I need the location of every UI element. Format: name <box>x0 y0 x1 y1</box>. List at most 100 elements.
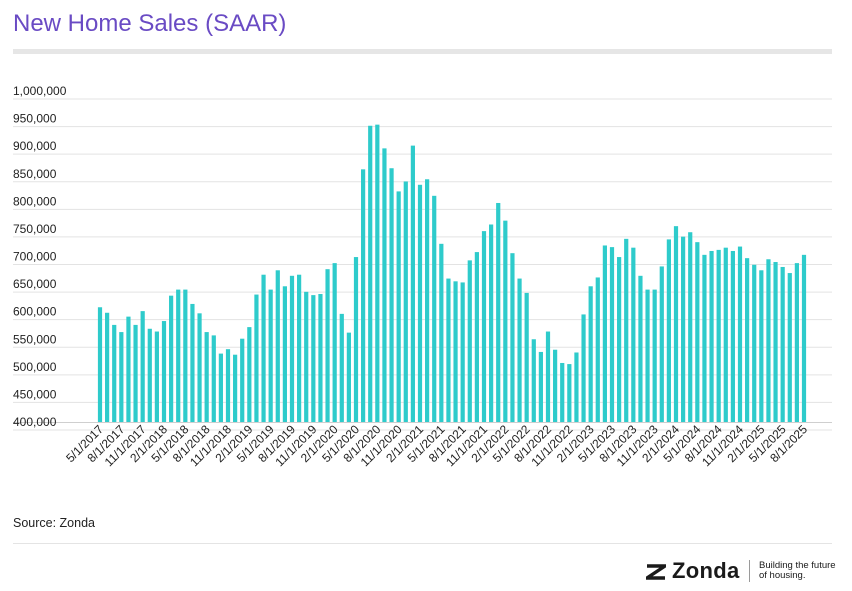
bar <box>766 259 771 422</box>
bar <box>709 250 714 422</box>
y-tick-label: 800,000 <box>13 194 57 208</box>
bar <box>368 125 373 422</box>
zonda-logo-icon <box>646 564 666 580</box>
bar <box>567 364 572 422</box>
bar <box>289 275 295 422</box>
bar <box>417 184 423 422</box>
bar <box>624 238 629 422</box>
chart-title: New Home Sales (SAAR) <box>13 10 287 37</box>
bar <box>581 314 586 422</box>
bar <box>645 289 650 422</box>
bar <box>801 254 807 422</box>
bar <box>453 281 458 422</box>
bar <box>119 332 124 422</box>
y-tick-label: 600,000 <box>13 305 57 319</box>
bar <box>325 269 330 422</box>
bar <box>147 328 152 422</box>
bar <box>332 263 337 422</box>
bar <box>446 278 451 422</box>
bar <box>489 224 494 422</box>
bar <box>752 264 757 422</box>
bar <box>467 260 472 422</box>
bar <box>339 313 344 422</box>
bar <box>716 249 721 422</box>
bar <box>375 124 380 422</box>
logo-divider <box>749 560 750 582</box>
y-tick-label: 950,000 <box>13 112 57 126</box>
bar <box>218 353 223 422</box>
title-divider <box>13 49 832 54</box>
x-axis-labels: 5/1/20178/1/201711/1/20172/1/20185/1/201… <box>63 422 810 469</box>
bar <box>169 295 174 422</box>
y-tick-label: 750,000 <box>13 222 57 236</box>
bar <box>197 313 202 422</box>
y-tick-label: 450,000 <box>13 387 57 401</box>
bar <box>474 252 479 422</box>
bar <box>681 236 686 422</box>
bar <box>695 242 700 422</box>
bar <box>737 246 743 422</box>
brand-name: Zonda <box>672 558 740 583</box>
y-tick-label: 650,000 <box>13 277 57 291</box>
bar <box>140 311 145 422</box>
bar <box>176 289 181 422</box>
bar <box>297 274 302 422</box>
bar <box>240 338 245 422</box>
bar <box>631 247 636 422</box>
bar <box>794 263 799 422</box>
bar <box>652 289 657 422</box>
bar <box>112 324 117 422</box>
bar <box>318 294 323 422</box>
bar <box>481 231 487 422</box>
y-tick-label: 400,000 <box>13 415 57 429</box>
bar <box>553 349 558 422</box>
y-tick-label: 1,000,000 <box>13 84 67 98</box>
bar <box>560 362 565 422</box>
bar <box>503 220 508 422</box>
bar <box>97 307 103 422</box>
brand-tagline: Building the future of housing. <box>759 561 836 581</box>
bar <box>254 294 259 422</box>
bar <box>524 292 529 422</box>
bar <box>183 289 188 422</box>
source-note: Source: Zonda <box>13 516 95 530</box>
y-tick-label: 550,000 <box>13 332 57 346</box>
bar <box>617 257 622 422</box>
bar <box>154 331 159 422</box>
bars <box>97 124 807 423</box>
y-tick-label: 700,000 <box>13 250 57 264</box>
bar <box>510 253 515 422</box>
bar <box>268 289 273 422</box>
bar <box>304 291 309 422</box>
bar <box>673 226 679 422</box>
bar <box>261 274 266 422</box>
bar <box>432 195 437 422</box>
bar <box>161 321 167 422</box>
bar <box>133 324 138 422</box>
bar <box>410 145 415 423</box>
bar <box>723 247 728 422</box>
bar <box>247 327 252 422</box>
bar <box>126 316 131 422</box>
y-axis-labels: 1,000,000 950,000 900,000 850,000 800,000 750… <box>13 84 67 429</box>
bar <box>531 339 536 422</box>
bar <box>361 169 366 422</box>
zonda-logo: Zonda <box>646 558 740 584</box>
bar <box>574 352 579 422</box>
bar <box>425 179 430 422</box>
bar <box>353 257 359 422</box>
footer-divider <box>13 543 832 544</box>
bar <box>780 266 785 422</box>
bar <box>545 331 551 422</box>
bar <box>396 191 401 422</box>
bar <box>745 258 750 422</box>
y-tick-label: 900,000 <box>13 139 57 153</box>
bar <box>190 303 195 422</box>
y-tick-label: 850,000 <box>13 167 57 181</box>
bar <box>496 202 501 422</box>
bar <box>233 354 238 422</box>
bar <box>204 332 209 422</box>
bar <box>389 168 394 422</box>
bar <box>346 332 351 422</box>
bar <box>211 335 216 422</box>
